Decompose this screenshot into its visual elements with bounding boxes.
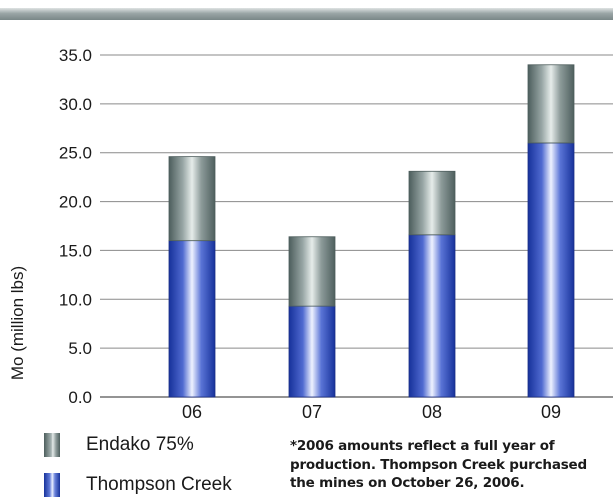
bar-thompson-creek <box>527 142 575 398</box>
legend-label-thompson-creek: Thompson Creek <box>86 474 232 495</box>
legend: Endako 75% Thompson Creek <box>44 432 274 498</box>
footnote-line: production. Thompson Creek purchased <box>290 456 587 473</box>
endako-swatch-icon <box>44 433 60 457</box>
y-tick-label: 30.0 <box>59 95 92 114</box>
header-band <box>0 8 613 20</box>
bar-thompson-creek <box>168 240 216 398</box>
x-tick-label: 09 <box>541 402 561 422</box>
x-tick-label: 07 <box>302 402 322 422</box>
legend-item-thompson-creek: Thompson Creek <box>44 472 232 498</box>
bar-thompson-creek <box>288 305 336 398</box>
y-tick-label: 35.0 <box>59 46 92 65</box>
y-tick-label: 0.0 <box>68 388 92 407</box>
footnote-line: the mines on October 26, 2006. <box>290 475 525 491</box>
legend-label-endako: Endako 75% <box>86 434 194 455</box>
bar-endako <box>527 64 575 144</box>
stacked-bar-chart: 0.05.010.015.020.025.030.035.0 06 07 08 09 … <box>8 46 613 422</box>
x-tick-labels: 06 07 08 09 <box>182 402 561 422</box>
y-tick-label: 10.0 <box>59 290 92 309</box>
x-tick-label: 06 <box>182 402 202 422</box>
bar-thompson-creek <box>408 234 456 398</box>
gridlines <box>100 54 613 398</box>
y-tick-label: 5.0 <box>68 339 92 358</box>
y-tick-label: 20.0 <box>59 193 92 212</box>
y-tick-label: 15.0 <box>59 241 92 260</box>
bar-endako <box>288 236 336 307</box>
thompson-creek-swatch-icon <box>44 473 60 497</box>
bar-endako <box>408 170 456 236</box>
y-tick-label: 25.0 <box>59 144 92 163</box>
legend-item-endako: Endako 75% <box>44 432 194 458</box>
x-tick-label: 08 <box>422 402 442 422</box>
y-tick-labels: 0.0 5.0 10.0 15.0 20.0 25.0 30.0 35.0 <box>59 46 92 407</box>
y-axis-label: Mo (million lbs) <box>8 266 27 380</box>
bar-endako <box>168 156 216 242</box>
footnote: *2006 amounts reflect a full year of pro… <box>290 437 610 493</box>
footnote-line: *2006 amounts reflect a full year of <box>290 438 555 454</box>
bars <box>168 64 575 398</box>
